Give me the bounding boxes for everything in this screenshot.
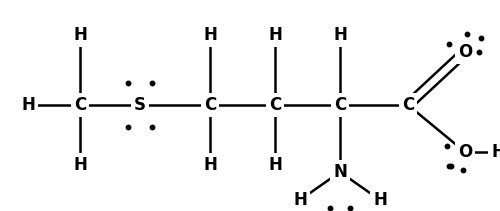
Text: C: C <box>269 96 281 114</box>
Text: H: H <box>203 156 217 174</box>
Text: C: C <box>402 96 414 114</box>
Text: N: N <box>333 163 347 181</box>
Text: O: O <box>458 43 472 61</box>
Text: H: H <box>73 26 87 44</box>
Text: H: H <box>268 156 282 174</box>
Text: H: H <box>373 191 387 209</box>
Text: O: O <box>458 143 472 161</box>
Text: H: H <box>293 191 307 209</box>
Text: H: H <box>333 26 347 44</box>
Text: C: C <box>204 96 216 114</box>
Text: C: C <box>334 96 346 114</box>
Text: H: H <box>491 143 500 161</box>
Text: S: S <box>134 96 146 114</box>
Text: H: H <box>21 96 35 114</box>
Text: H: H <box>268 26 282 44</box>
Text: H: H <box>73 156 87 174</box>
Text: H: H <box>203 26 217 44</box>
Text: C: C <box>74 96 86 114</box>
